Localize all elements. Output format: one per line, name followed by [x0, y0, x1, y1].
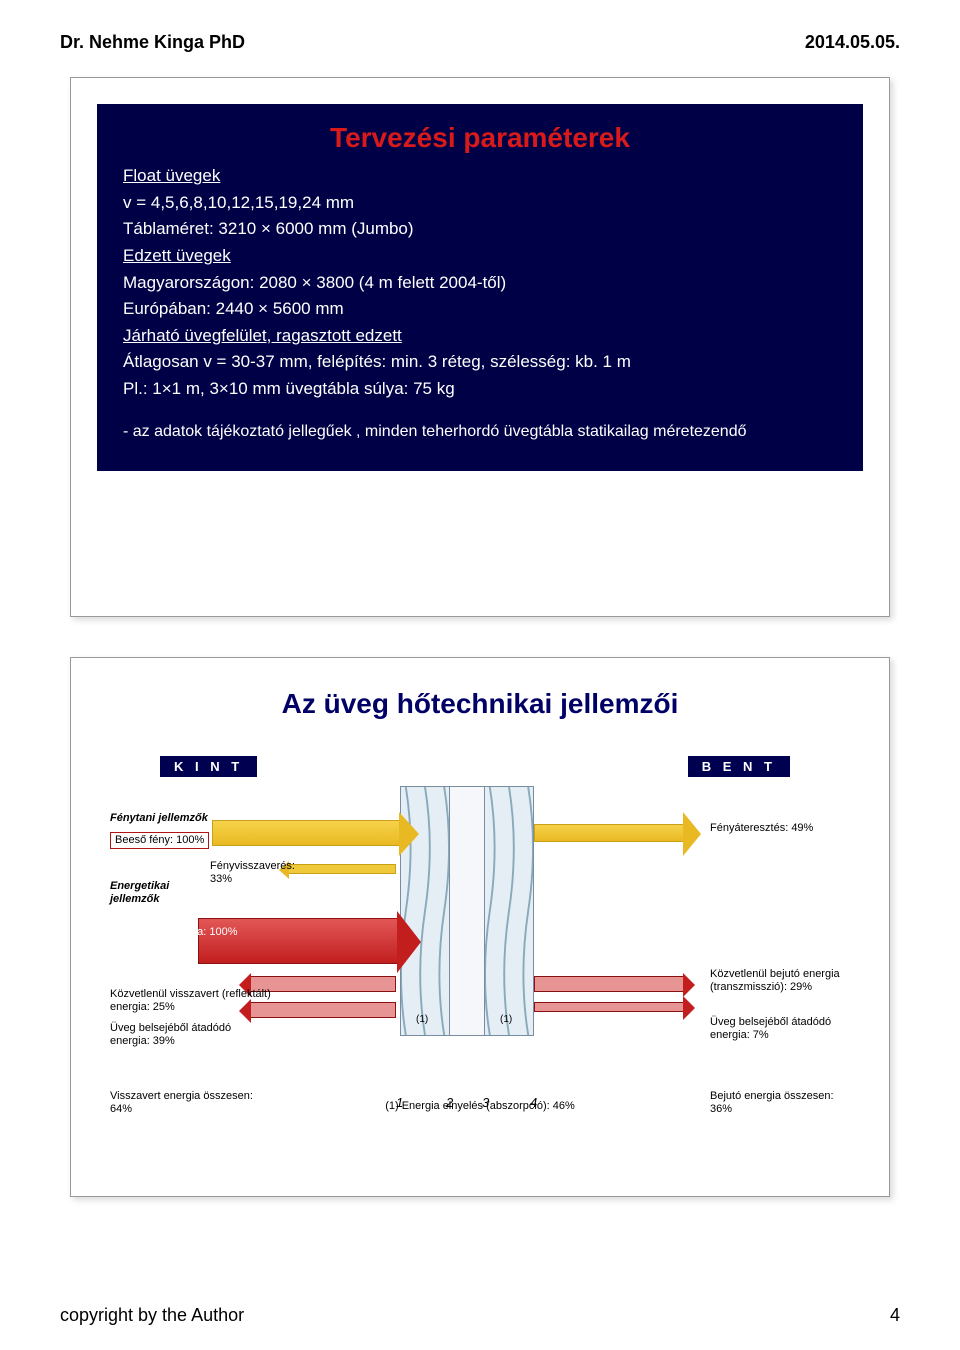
label-visszavert: Visszavert energia összesen: 64% [110, 1090, 260, 1115]
float-v: v = 4,5,6,8,10,12,15,19,24 mm [123, 191, 837, 216]
slide-tervezesi-parameterek: Tervezési paraméterek Float üvegek v = 4… [70, 77, 890, 617]
slide1-title: Tervezési paraméterek [123, 122, 837, 154]
glass-gap [450, 786, 484, 1036]
energy-arrow-transmit [534, 976, 684, 992]
magyar: Magyarországon: 2080 × 3800 (4 m felett … [123, 271, 837, 296]
label-fenytani: Fénytani jellemzők [110, 812, 208, 825]
edzett-label: Edzett üvegek [123, 244, 837, 269]
atlag: Átlagosan v = 30-37 mm, felépítés: min. … [123, 350, 837, 375]
slide-hotechnikai-jellemzoi: Az üveg hőtechnikai jellemzői K I N T B … [70, 657, 890, 1197]
axis-num-2: 2 [446, 1095, 453, 1110]
kint-badge: K I N T [160, 756, 257, 777]
europa: Európában: 2440 × 5600 mm [123, 297, 837, 322]
axis-num-1: 1 [396, 1095, 403, 1110]
label-bejuto: Bejutó energia összesen: 36% [710, 1090, 840, 1115]
label-abszorp: (1) Energia elnyelés (abszorpció): 46% [350, 1100, 610, 1113]
label-kozv-vissza: Közvetlenül visszavert (reflektált) ener… [110, 988, 280, 1013]
pl: Pl.: 1×1 m, 3×10 mm üvegtábla súlya: 75 … [123, 377, 837, 402]
page-footer: copyright by the Author 4 [60, 1305, 900, 1326]
glass-diagram: K I N T B E N T [100, 730, 860, 1150]
light-arrow-in [212, 820, 400, 846]
bent-badge: B E N T [688, 756, 790, 777]
slide2-title: Az üveg hőtechnikai jellemzői [97, 688, 863, 720]
slide1-body: Float üvegek v = 4,5,6,8,10,12,15,19,24 … [123, 164, 837, 443]
energy-arrow-emit-right [534, 1002, 684, 1012]
footer-right: 4 [890, 1305, 900, 1326]
glass-pane-2 [484, 786, 534, 1036]
float-label: Float üvegek [123, 164, 837, 189]
axis-num-3: 3 [482, 1095, 489, 1110]
jarhato: Járható üvegfelület, ragasztott edzett [123, 324, 837, 349]
label-energetikai: Energetikai jellemzők [110, 880, 190, 905]
label-beeso-nap: Beeső napenergia: 100% [110, 925, 242, 940]
light-arrow-out [534, 824, 684, 842]
header-right: 2014.05.05. [805, 32, 900, 53]
light-arrow-reflect [288, 864, 396, 874]
slide1-panel: Tervezési paraméterek Float üvegek v = 4… [97, 104, 863, 471]
marker-1a: (1) [416, 1014, 428, 1026]
page-header: Dr. Nehme Kinga PhD 2014.05.05. [60, 32, 900, 53]
label-uveg-belsej-r: Üveg belsejéből átadódó energia: 7% [710, 1016, 850, 1041]
note: - az adatok tájékoztató jellegűek , mind… [123, 420, 837, 443]
label-uveg-belsej-l: Üveg belsejéből átadódó energia: 39% [110, 1022, 260, 1047]
footer-left: copyright by the Author [60, 1305, 244, 1326]
label-fenyvissza: Fényvisszaverés: 33% [210, 860, 290, 885]
header-left: Dr. Nehme Kinga PhD [60, 32, 245, 53]
label-fenyateresztes: Fényáteresztés: 49% [710, 822, 820, 835]
axis-num-4: 4 [530, 1095, 537, 1110]
label-beeso-feny: Beeső fény: 100% [110, 832, 209, 849]
tablameret: Táblaméret: 3210 × 6000 mm (Jumbo) [123, 217, 837, 242]
label-kozv-bejuto: Közvetlenül bejutó energia (transzmisszi… [710, 968, 850, 993]
marker-1b: (1) [500, 1014, 512, 1026]
